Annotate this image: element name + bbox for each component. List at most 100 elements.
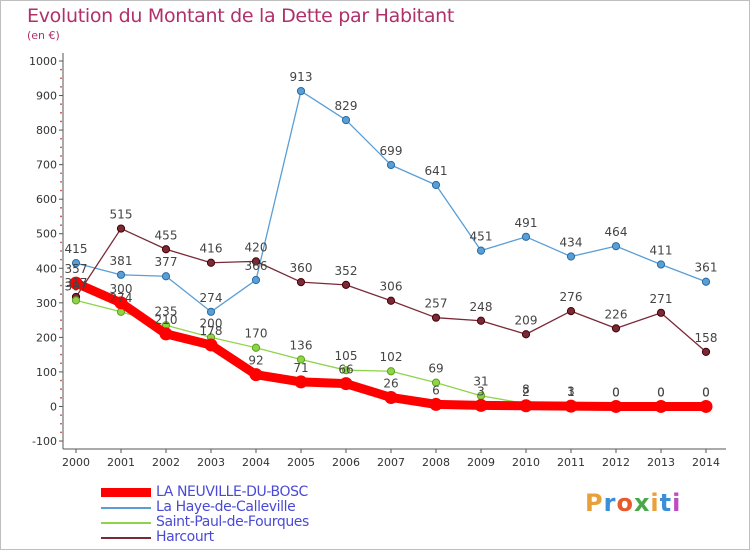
y-tick-label: 500 xyxy=(36,228,57,241)
legend-swatch xyxy=(101,488,151,497)
y-minor-tick xyxy=(60,206,62,209)
data-label-harcourt: 257 xyxy=(425,297,448,311)
data-point-harcourt xyxy=(161,245,171,254)
chart-subtitle: (en €) xyxy=(27,29,60,42)
data-point-la-haye-de-calleville xyxy=(386,160,396,170)
data-point-la-haye-de-calleville xyxy=(161,272,171,281)
data-label-harcourt: 352 xyxy=(335,264,358,278)
y-tick-label: 900 xyxy=(36,90,57,103)
data-point-la-neuville-du-bosc xyxy=(609,399,623,413)
data-point-la-haye-de-calleville xyxy=(521,232,531,241)
y-minor-tick xyxy=(60,276,62,278)
data-point-la-haye-de-calleville xyxy=(566,252,576,261)
y-tick-label: 300 xyxy=(36,297,57,310)
data-label-la-neuville-du-bosc: 300 xyxy=(110,282,133,296)
x-tick-label: 2006 xyxy=(332,456,360,469)
y-minor-tick xyxy=(60,284,62,287)
data-label-harcourt: 306 xyxy=(380,280,403,294)
data-label-harcourt: 209 xyxy=(515,313,538,327)
data-point-saint-paul-de-fourques xyxy=(341,366,351,375)
data-label-saint-paul-de-fourques: 235 xyxy=(155,304,178,318)
data-label-saint-paul-de-fourques: 8 xyxy=(522,383,530,397)
data-label-la-haye-de-calleville: 641 xyxy=(425,164,448,178)
y-minor-tick xyxy=(60,388,62,391)
data-label-la-neuville-du-bosc: 0 xyxy=(612,385,620,399)
data-point-harcourt xyxy=(611,324,621,333)
data-label-la-neuville-du-bosc: 92 xyxy=(248,354,263,368)
data-point-harcourt xyxy=(251,257,261,266)
data-point-la-haye-de-calleville xyxy=(701,277,711,286)
data-label-harcourt: 360 xyxy=(290,261,313,275)
y-minor-tick xyxy=(60,155,62,157)
data-label-la-haye-de-calleville: 415 xyxy=(65,242,88,256)
y-tick-label: 1000 xyxy=(29,55,57,68)
data-label-saint-paul-de-fourques: 3 xyxy=(567,384,575,398)
data-label-harcourt: 515 xyxy=(110,208,133,222)
data-label-la-haye-de-calleville: 829 xyxy=(335,99,358,113)
data-label-saint-paul-de-fourques: 170 xyxy=(245,327,268,341)
data-label-saint-paul-de-fourques: 69 xyxy=(428,362,443,376)
data-label-saint-paul-de-fourques: 0 xyxy=(702,385,710,399)
data-label-la-haye-de-calleville: 377 xyxy=(155,255,178,269)
x-tick-label: 2000 xyxy=(62,456,90,469)
y-minor-tick xyxy=(60,189,62,192)
data-point-la-neuville-du-bosc xyxy=(474,398,488,412)
y-minor-tick xyxy=(60,137,62,140)
legend-swatch xyxy=(101,507,151,509)
data-label-harcourt: 158 xyxy=(695,331,718,345)
data-point-la-neuville-du-bosc xyxy=(699,399,713,413)
y-minor-tick xyxy=(60,241,62,244)
data-label-saint-paul-de-fourques: 31 xyxy=(473,375,488,389)
y-tick-label: 400 xyxy=(36,262,57,275)
y-minor-tick xyxy=(60,172,62,175)
y-minor-tick xyxy=(60,68,62,71)
x-tick-label: 2012 xyxy=(602,456,630,469)
data-point-harcourt xyxy=(296,277,306,287)
data-point-la-neuville-du-bosc xyxy=(204,338,218,352)
y-minor-tick xyxy=(60,111,62,114)
data-label-saint-paul-de-fourques: 200 xyxy=(200,316,223,330)
x-tick-label: 2005 xyxy=(287,456,315,469)
data-label-harcourt: 317 xyxy=(65,276,88,290)
data-point-saint-paul-de-fourques xyxy=(386,367,396,376)
series-layer xyxy=(69,86,713,413)
data-point-la-neuville-du-bosc xyxy=(339,377,353,391)
logo-letter: P xyxy=(585,489,604,517)
data-point-harcourt xyxy=(701,347,711,356)
y-tick-label: 600 xyxy=(36,193,57,206)
y-minor-tick xyxy=(60,224,62,226)
data-label-la-haye-de-calleville: 381 xyxy=(110,254,133,268)
x-tick-label: 2014 xyxy=(692,456,720,469)
y-minor-tick xyxy=(60,310,62,313)
y-minor-tick xyxy=(60,379,62,382)
data-label-la-haye-de-calleville: 464 xyxy=(605,225,628,239)
data-label-harcourt: 420 xyxy=(245,240,268,254)
y-minor-tick xyxy=(60,353,62,356)
data-point-harcourt xyxy=(476,316,486,325)
data-point-saint-paul-de-fourques xyxy=(251,343,261,352)
data-point-la-haye-de-calleville xyxy=(341,115,351,125)
axes: -100010020030040050060070080090010002000… xyxy=(29,53,726,469)
data-label-saint-paul-de-fourques: 136 xyxy=(290,338,313,352)
data-label-harcourt: 416 xyxy=(200,242,223,256)
data-point-la-haye-de-calleville xyxy=(611,242,621,251)
data-label-la-haye-de-calleville: 361 xyxy=(695,261,718,275)
data-point-saint-paul-de-fourques xyxy=(296,355,306,364)
data-point-la-haye-de-calleville xyxy=(476,246,486,255)
y-minor-tick xyxy=(60,103,62,106)
y-tick-label: 0 xyxy=(50,400,57,413)
data-label-harcourt: 455 xyxy=(155,228,178,242)
data-label-la-haye-de-calleville: 274 xyxy=(200,291,223,305)
data-label-harcourt: 248 xyxy=(470,300,493,314)
x-tick-label: 2010 xyxy=(512,456,540,469)
data-point-la-haye-de-calleville xyxy=(206,307,216,316)
data-point-la-neuville-du-bosc xyxy=(564,399,578,413)
data-label-la-haye-de-calleville: 491 xyxy=(515,216,538,230)
y-tick-label: 700 xyxy=(36,159,57,172)
data-point-harcourt xyxy=(431,313,441,322)
data-label-la-neuville-du-bosc: 357 xyxy=(65,262,88,276)
y-minor-tick xyxy=(60,396,62,399)
data-label-la-haye-de-calleville: 451 xyxy=(470,230,493,244)
